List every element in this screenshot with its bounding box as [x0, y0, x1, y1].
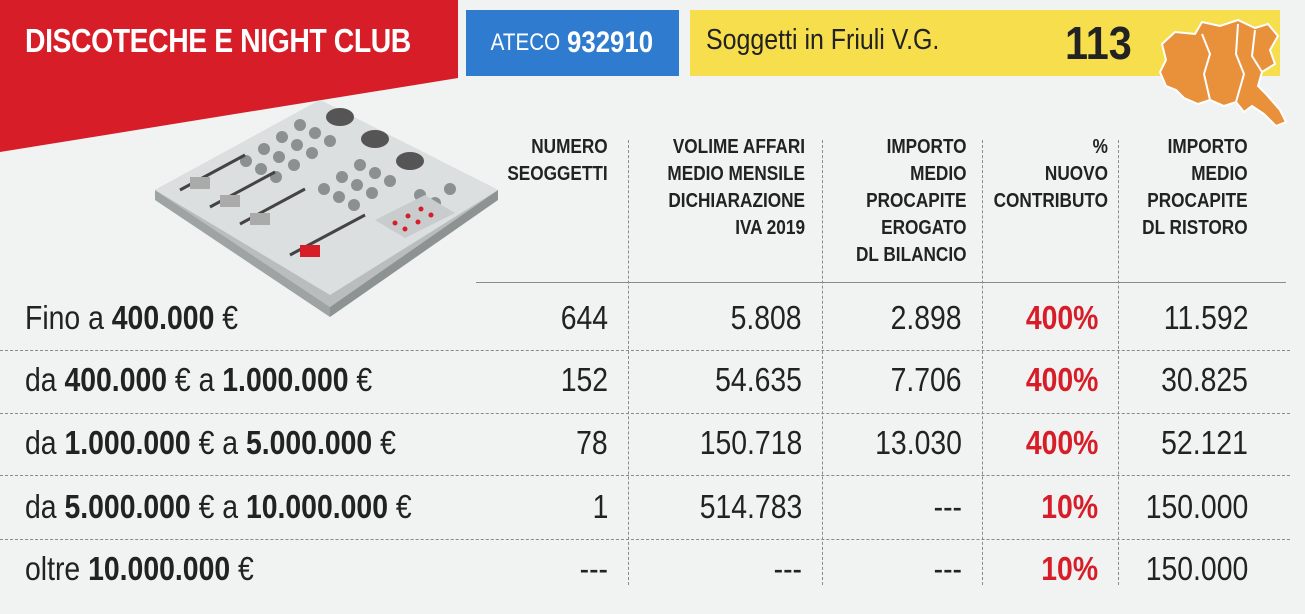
row-label: da 1.000.000 € a 5.000.000 €: [25, 424, 396, 461]
column-divider: [822, 140, 823, 585]
table-cell: 400%: [1025, 361, 1098, 398]
table-cell: 78: [576, 424, 608, 461]
ateco-box: ATECO 932910: [466, 10, 679, 76]
ateco-label: ATECO: [490, 29, 561, 56]
column-header-importo-bilancio: IMPORTO MEDIO PROCAPITE EROGATO DL BILAN…: [856, 136, 967, 266]
friuli-map-icon: [1158, 18, 1288, 128]
column-header-importo-ristoro: IMPORTO MEDIO PROCAPITE DL RISTORO: [1142, 136, 1248, 239]
ateco-code: 932910: [566, 26, 653, 59]
table-cell: ---: [933, 488, 962, 525]
column-divider: [982, 140, 983, 585]
page-title: DISCOTECHE E NIGHT CLUB: [25, 22, 411, 59]
table-cell: ---: [933, 550, 962, 587]
table-cell: 54.635: [715, 361, 802, 398]
audio-mixer-icon: [155, 100, 498, 317]
table-cell: 11.592: [1163, 299, 1248, 336]
table-cell: 150.000: [1145, 488, 1248, 525]
column-header-volume: VOLIME AFFARI MEDIO MENSILE DICHIARAZION…: [667, 136, 805, 239]
table-cell: ---: [579, 550, 608, 587]
row-divider: [0, 413, 1290, 414]
table-cell: 400%: [1025, 424, 1098, 461]
header-divider: [476, 282, 1286, 283]
row-label: oltre 10.000.000 €: [25, 550, 254, 587]
row-label: da 5.000.000 € a 10.000.000 €: [25, 488, 412, 525]
column-divider: [628, 140, 629, 585]
table-cell: 2.898: [890, 299, 962, 336]
row-divider: [0, 475, 1290, 476]
soggetti-label: Soggetti in Friuli V.G.: [706, 24, 940, 56]
table-cell: 52.121: [1161, 424, 1248, 461]
table-cell: 30.825: [1161, 361, 1248, 398]
table-cell: 13.030: [875, 424, 962, 461]
table-cell: 644: [560, 299, 608, 336]
title-ribbon: [0, 0, 458, 152]
column-divider: [1118, 140, 1119, 585]
table-cell: 10%: [1041, 488, 1098, 525]
table-cell: 514.783: [699, 488, 802, 525]
table-cell: 150.000: [1145, 550, 1248, 587]
table-cell: 5.808: [730, 299, 802, 336]
row-label: da 400.000 € a 1.000.000 €: [25, 361, 373, 398]
table-cell: 400%: [1025, 299, 1098, 336]
table-cell: 150.718: [699, 424, 802, 461]
row-label: Fino a 400.000 €: [25, 299, 239, 336]
table-cell: ---: [773, 550, 802, 587]
row-divider: [0, 539, 1290, 540]
table-cell: 7.706: [890, 361, 962, 398]
column-header-percent: % NUOVO CONTRIBUTO: [993, 136, 1108, 212]
soggetti-count: 113: [1065, 17, 1132, 69]
soggetti-box: Soggetti in Friuli V.G. 113: [690, 10, 1280, 76]
table-cell: 152: [560, 361, 608, 398]
row-divider: [0, 350, 1290, 351]
column-header-numero: NUMERO SEOGGETTI: [507, 136, 608, 185]
table-cell: 1: [592, 488, 608, 525]
table-cell: 10%: [1041, 550, 1098, 587]
